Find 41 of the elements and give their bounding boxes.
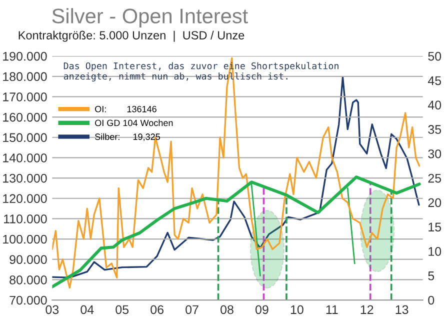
legend-label: Silber: 19,325 (95, 133, 160, 142)
y-tick-label: 90.000 (10, 255, 47, 264)
y-tick-label: 170.000 (3, 92, 47, 102)
y2-tick-label: 0 (428, 296, 434, 305)
x-tick-label: 13 (396, 305, 408, 314)
x-tick-label: 09 (256, 305, 268, 314)
y2-tick-label: 5 (428, 272, 434, 280)
y-tick-label: 80.000 (10, 275, 47, 284)
y2-tick-label: 30 (428, 149, 442, 158)
x-tick-label: 03 (46, 305, 59, 314)
y-tick-label: 160.000 (3, 112, 47, 122)
y2-tick-label: 40 (428, 100, 442, 110)
y-tick-label: 130.000 (3, 174, 47, 183)
x-tick-label: 05 (116, 305, 129, 314)
line-series (52, 175, 421, 288)
x-tick-label: 08 (220, 305, 234, 314)
legend-label: OI: 136146 (95, 106, 156, 112)
y2-tick-label: 20 (428, 198, 442, 208)
chart-title: Silver - Open Interest (52, 8, 248, 28)
y-tick-label: 140.000 (3, 154, 47, 162)
y-tick-label: 100.000 (3, 234, 47, 244)
x-tick-label: 07 (186, 305, 198, 314)
y2-tick-label: 35 (428, 125, 442, 134)
y2-tick-label: 50 (428, 52, 442, 61)
y2-tick-label: 10 (428, 247, 442, 256)
x-tick-label: 11 (326, 305, 338, 314)
y2-tick-label: 45 (428, 76, 442, 86)
y-tick-label: 190.000 (3, 52, 47, 61)
x-tick-label: 10 (290, 305, 304, 314)
chart-subtitle: Kontraktgröße: 5.000 Unzen | USD / Unze (18, 30, 244, 42)
y-tick-label: 110.000 (4, 214, 47, 224)
y-tick-label: 150.000 (3, 133, 47, 142)
y2-tick-label: 15 (428, 222, 442, 232)
y-tick-label: 120.000 (3, 194, 47, 204)
y-tick-label: 180.000 (3, 72, 47, 82)
legend-label: OI GD 104 Wochen (95, 119, 173, 126)
y-tick-label: 70.000 (10, 296, 47, 305)
x-tick-label: 04 (80, 305, 94, 314)
x-tick-label: 06 (150, 305, 164, 314)
y2-tick-label: 25 (428, 174, 442, 183)
x-tick-label: 12 (360, 305, 374, 314)
